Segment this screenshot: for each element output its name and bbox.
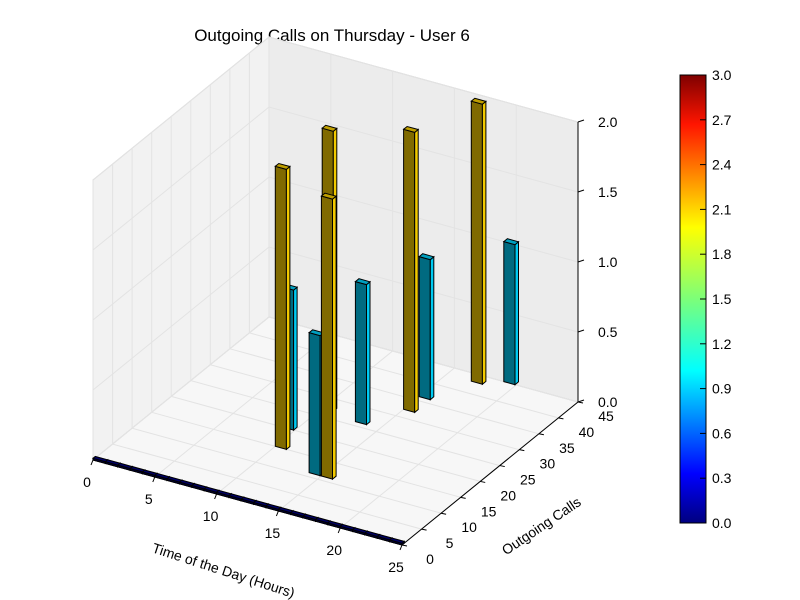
x-tick-mark <box>337 527 341 534</box>
y-axis-line <box>401 401 579 546</box>
bar <box>418 253 435 401</box>
x-tick-label: 10 <box>203 508 219 524</box>
y-tick-label: 45 <box>598 408 614 424</box>
x-tick-label: 5 <box>145 491 153 507</box>
y-tick-mark <box>441 512 447 515</box>
y-tick-label: 30 <box>540 456 556 472</box>
bar <box>274 162 291 451</box>
baseline-strip <box>91 455 406 547</box>
y-tick-label: 35 <box>559 440 575 456</box>
z-tick-mark <box>577 329 585 333</box>
y-tick-mark <box>401 544 408 547</box>
y-tick-mark <box>538 433 544 436</box>
z-tick-mark <box>577 399 585 403</box>
z-tick-label: 2.0 <box>598 114 618 130</box>
y-tick-label: 40 <box>579 424 595 440</box>
z-tick-mark <box>577 189 585 193</box>
z-tick-label: 1.5 <box>598 184 618 200</box>
x-tick-mark <box>214 493 218 500</box>
colorbar-tick-label: 0.9 <box>712 381 732 397</box>
x-tick-mark <box>399 544 403 551</box>
z-gridline <box>92 36 579 181</box>
y-tick-mark <box>421 528 427 531</box>
y-tick-label: 15 <box>481 503 497 519</box>
y-tick-label: 5 <box>446 535 454 551</box>
colorbar-tick-label: 1.5 <box>712 291 732 307</box>
y-tick-label: 20 <box>500 487 516 503</box>
colorbar-tick-label: 2.4 <box>712 157 732 173</box>
bar <box>320 192 338 481</box>
colorbar-tick-label: 2.1 <box>712 201 732 217</box>
colorbar-tick-label: 0.6 <box>712 425 732 441</box>
y-tick-label: 10 <box>461 519 477 535</box>
bars <box>274 97 520 481</box>
x-tick-mark <box>275 510 279 517</box>
z-tick-mark <box>577 259 585 263</box>
y-tick-mark <box>480 480 486 483</box>
y-tick-mark <box>499 465 505 468</box>
colorbar-tick-label: 0.3 <box>712 470 732 486</box>
colorbar: 0.0 0.3 0.6 0.9 1.2 1.5 1.8 2.1 2.4 2.7 3.0 <box>679 67 732 531</box>
colorbar-ticks: 0.0 0.3 0.6 0.9 1.2 1.5 1.8 2.1 2.4 2.7 3.0 <box>700 67 732 531</box>
bar <box>470 97 487 386</box>
z-tick-label: 0.5 <box>598 324 618 340</box>
chart-title: Outgoing Calls on Thursday - User 6 <box>194 26 470 45</box>
x-tick-label: 0 <box>83 474 91 490</box>
x-axis-label: Time of the Day (Hours) <box>150 540 297 600</box>
z-tick-mark <box>577 119 585 123</box>
x-tick-label: 20 <box>326 542 342 558</box>
y-tick-mark <box>460 496 466 499</box>
colorbar-tick-label: 0.0 <box>712 515 732 531</box>
x-tick-mark <box>152 476 156 483</box>
y-tick-label: 0 <box>426 551 434 567</box>
colorbar-tick-label: 2.7 <box>712 112 732 128</box>
bar <box>354 278 372 426</box>
y-tick-mark <box>519 449 525 452</box>
x-tick-mark <box>90 459 94 466</box>
x-tick-label: 15 <box>265 525 281 541</box>
bar <box>402 125 420 414</box>
bar <box>502 238 520 386</box>
colorbar-tick-label: 1.8 <box>712 246 732 262</box>
z-tick-label: 1.0 <box>598 254 618 270</box>
colorbar-tick-label: 3.0 <box>712 67 732 83</box>
colorbar-tick-label: 1.2 <box>712 336 732 352</box>
x-tick-label: 25 <box>388 559 404 575</box>
y-tick-label: 25 <box>520 472 536 488</box>
baseline-bar <box>388 537 406 547</box>
z-tick-label: 0.0 <box>598 394 618 410</box>
y-tick-mark <box>558 417 564 420</box>
